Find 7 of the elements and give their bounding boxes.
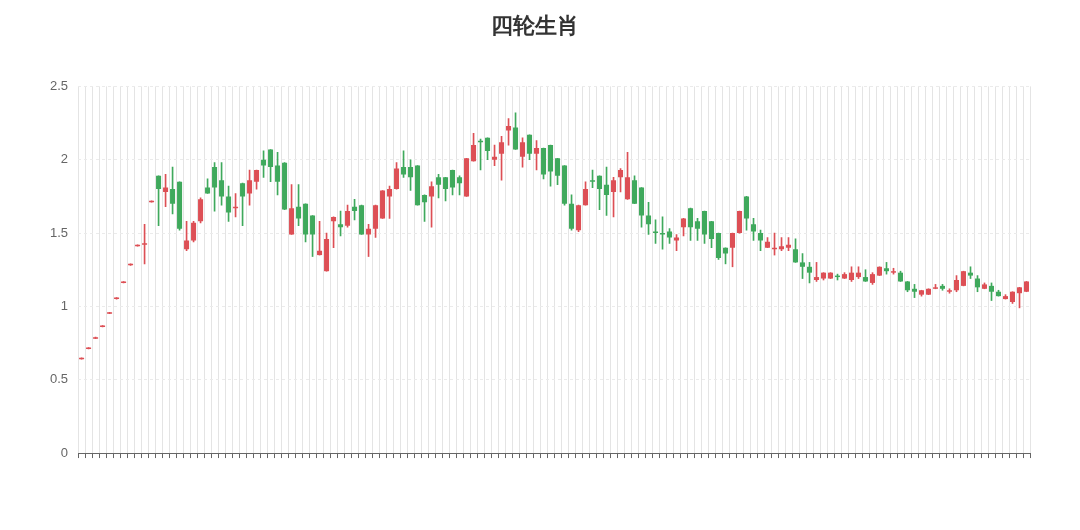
chart-title: 四轮生肖 (491, 12, 579, 38)
y-tick-label: 2.5 (49, 77, 69, 93)
y-tick-label: 0 (60, 444, 69, 460)
y-tick-label: 1.5 (49, 224, 69, 240)
y-tick-label: 0.5 (49, 371, 69, 387)
y-tick-label: 2 (60, 151, 69, 167)
y-tick-label: 1 (60, 297, 69, 313)
